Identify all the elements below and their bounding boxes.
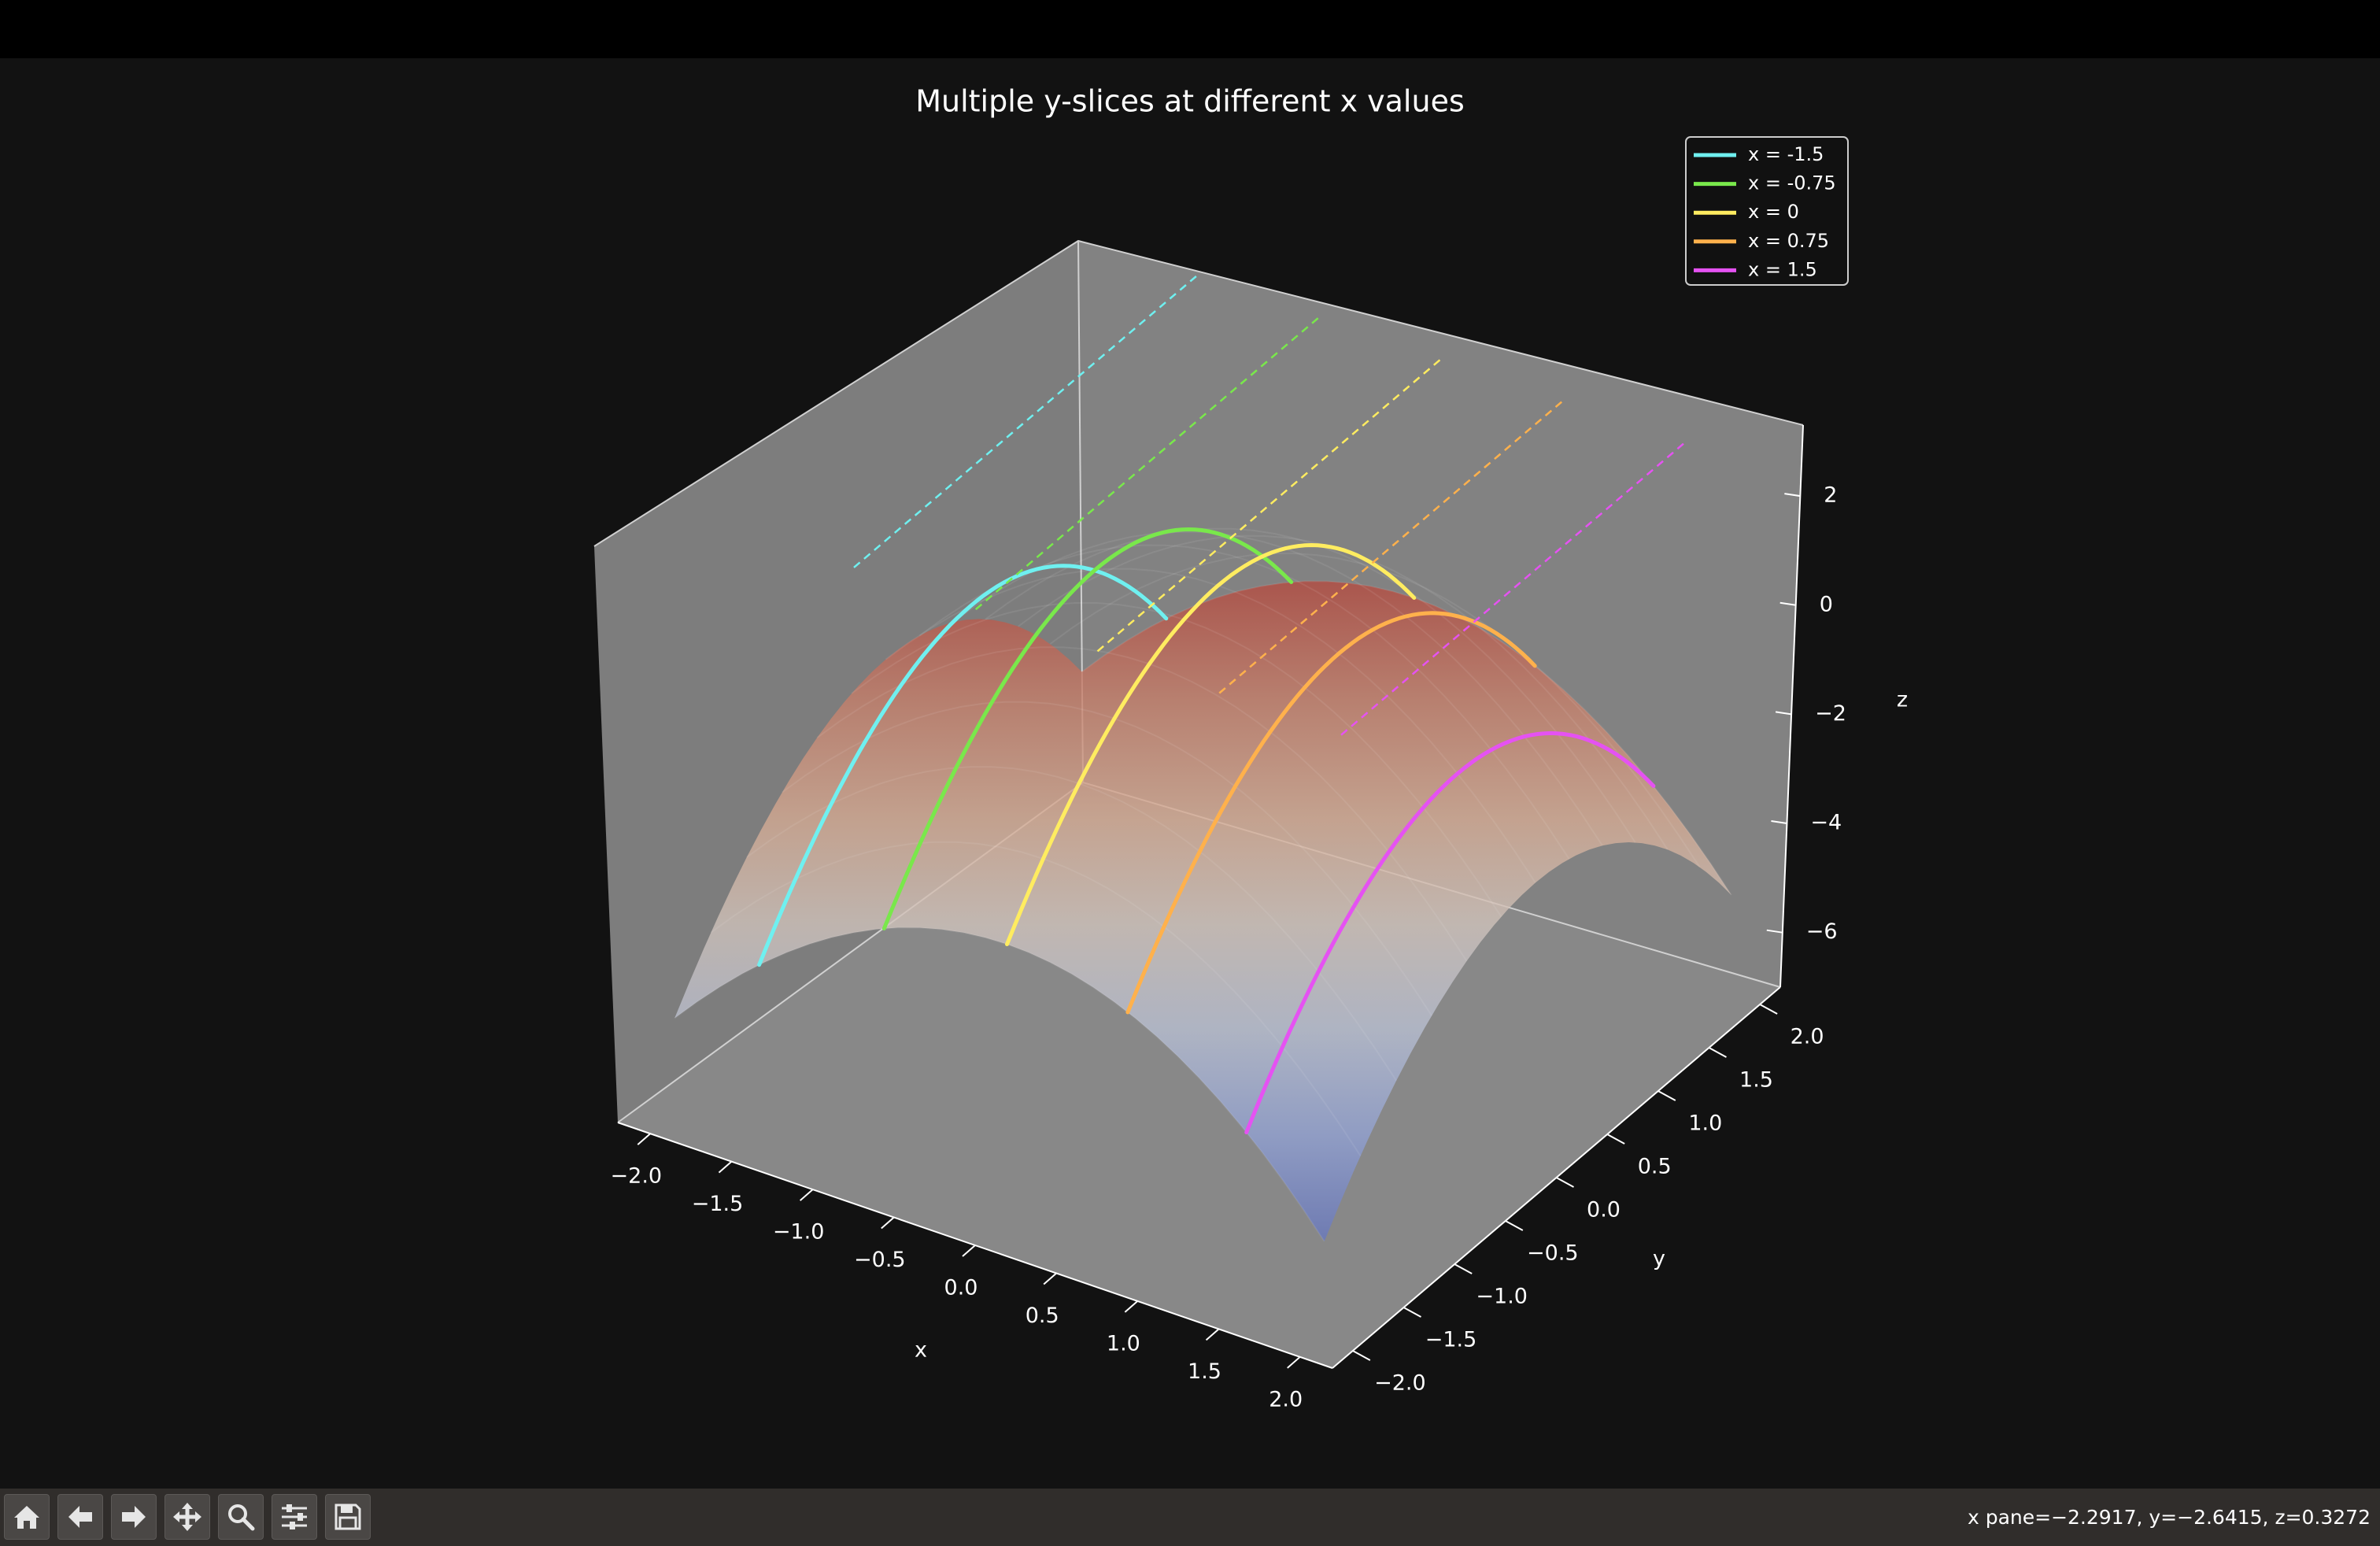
pan-button[interactable] xyxy=(164,1494,210,1540)
z-axis-tick-label: 0 xyxy=(1820,592,1833,616)
floppy-icon xyxy=(334,1503,361,1530)
x-axis-tick-label: −1.0 xyxy=(773,1220,825,1245)
y-axis-tick-label: 0.0 xyxy=(1587,1198,1621,1222)
y-axis-tick-mark xyxy=(1759,1004,1778,1015)
slice-curve-3 xyxy=(1125,611,1537,1015)
back-button[interactable] xyxy=(57,1494,103,1540)
y-axis-tick-mark xyxy=(1352,1350,1371,1361)
x-axis-tick-label: −0.5 xyxy=(854,1248,906,1272)
legend-label-3: x = 0.75 xyxy=(1748,230,1829,252)
z-axis-tick-mark xyxy=(1775,711,1792,716)
legend: x = -1.5 x = -0.75 x = 0 x = 0.75 x = 1.5 xyxy=(1685,136,1849,286)
pane-left xyxy=(594,241,1083,1123)
x-axis-tick-mark xyxy=(962,1245,976,1257)
move-icon xyxy=(173,1503,201,1531)
x-axis-tick-label: 1.0 xyxy=(1107,1331,1140,1356)
x-axis-tick-label: −1.5 xyxy=(692,1192,744,1216)
y-axis-tick-mark xyxy=(1658,1090,1676,1101)
y-axis-tick-mark xyxy=(1403,1307,1422,1318)
z-axis-tick-label: −2 xyxy=(1815,701,1846,726)
legend-label-1: x = -0.75 xyxy=(1748,172,1836,194)
x-axis-tick-label: −2.0 xyxy=(611,1164,663,1189)
slice-projection-2 xyxy=(1096,356,1444,653)
slice-projection-1 xyxy=(974,314,1323,611)
x-axis-tick-mark xyxy=(637,1133,651,1145)
x-axis-tick-label: 1.5 xyxy=(1188,1359,1221,1384)
x-axis-tick-label: 2.0 xyxy=(1269,1387,1303,1411)
z-axis-tick-mark xyxy=(1779,601,1796,606)
3d-surface-plot[interactable]: −2.0 −1.5 −1.0 −0.5 0.0 0.5 1.0 1.5 2.0 −2.0 −1.5 −… xyxy=(0,58,2380,1489)
y-axis-tick-label: −2.0 xyxy=(1374,1371,1426,1396)
y-axis-tick-label: −1.0 xyxy=(1476,1285,1528,1309)
x-axis-tick-mark xyxy=(1043,1272,1057,1285)
slice-curve-4 xyxy=(1244,730,1656,1134)
x-axis-tick-label: 0.0 xyxy=(944,1276,978,1300)
chart-title: Multiple y-slices at different x values xyxy=(915,84,1465,119)
arrow-left-icon xyxy=(68,1506,92,1528)
z-axis-tick-mark xyxy=(1784,493,1801,497)
slice-curve-2 xyxy=(1005,542,1417,946)
z-axis-tick-label: −6 xyxy=(1806,919,1838,944)
cursor-coordinates: x pane=−2.2917, y=−2.6415, z=0.3272 xyxy=(1967,1506,2371,1529)
slice-projection-3 xyxy=(1218,398,1566,694)
z-axis-tick-label: −4 xyxy=(1810,811,1842,835)
y-axis-tick-label: 1.5 xyxy=(1739,1068,1773,1093)
magnifier-icon xyxy=(228,1504,255,1531)
slice-projection-4 xyxy=(1340,439,1688,736)
configure-subplots-button[interactable] xyxy=(272,1494,317,1540)
x-axis-label: x xyxy=(915,1338,927,1363)
x-axis-tick-mark xyxy=(1205,1328,1220,1341)
legend-label-2: x = 0 xyxy=(1748,201,1799,223)
z-axis-tick-mark xyxy=(1771,820,1787,825)
y-axis-label: y xyxy=(1653,1247,1665,1271)
z-axis-tick-label: 2 xyxy=(1824,483,1837,508)
x-axis-tick-mark xyxy=(1287,1356,1301,1369)
z-axis-label: z xyxy=(1897,688,1908,712)
surface-mesh xyxy=(674,581,1731,1241)
x-axis-tick-label: 0.5 xyxy=(1026,1304,1059,1328)
y-axis-tick-mark xyxy=(1606,1134,1625,1145)
navigation-toolbar: x pane=−2.2917, y=−2.6415, z=0.3272 xyxy=(0,1489,2380,1546)
legend-label-0: x = -1.5 xyxy=(1748,143,1824,165)
y-axis-tick-label: −0.5 xyxy=(1527,1241,1579,1266)
slice-projection-0 xyxy=(853,272,1201,568)
y-axis-tick-mark xyxy=(1454,1263,1473,1274)
figure-canvas[interactable]: −2.0 −1.5 −1.0 −0.5 0.0 0.5 1.0 1.5 2.0 −2.0 −1.5 −… xyxy=(0,58,2380,1489)
z-axis-line xyxy=(1779,424,1804,988)
y-axis-tick-mark xyxy=(1556,1177,1574,1188)
zoom-button[interactable] xyxy=(218,1494,264,1540)
y-axis-tick-label: −1.5 xyxy=(1425,1328,1477,1352)
home-icon xyxy=(14,1506,39,1529)
legend-box xyxy=(1685,136,1849,286)
sliders-icon xyxy=(282,1504,307,1529)
slice-curve-0 xyxy=(757,564,1169,967)
axis-ticks: −2.0 −1.5 −1.0 −0.5 0.0 0.5 1.0 1.5 2.0 −2.0 −1.5 −… xyxy=(611,483,1846,1412)
x-axis-tick-mark xyxy=(718,1160,733,1174)
home-button[interactable] xyxy=(4,1494,50,1540)
slice-curves xyxy=(757,272,1688,1134)
y-axis-tick-label: 1.0 xyxy=(1688,1111,1722,1136)
window-titlebar xyxy=(0,0,2380,58)
save-button[interactable] xyxy=(325,1494,371,1540)
x-axis-tick-mark xyxy=(881,1216,895,1230)
slice-curve-1 xyxy=(881,527,1294,930)
y-axis-tick-mark xyxy=(1505,1220,1524,1231)
x-axis-tick-mark xyxy=(1124,1300,1139,1313)
x-axis-tick-mark xyxy=(799,1189,814,1201)
y-axis-tick-mark xyxy=(1708,1047,1727,1058)
arrow-right-icon xyxy=(122,1506,146,1528)
y-axis-tick-label: 0.5 xyxy=(1638,1155,1672,1179)
legend-label-4: x = 1.5 xyxy=(1748,258,1817,280)
z-axis-tick-mark xyxy=(1766,929,1783,934)
y-axis-tick-label: 2.0 xyxy=(1791,1025,1824,1049)
forward-button[interactable] xyxy=(111,1494,157,1540)
